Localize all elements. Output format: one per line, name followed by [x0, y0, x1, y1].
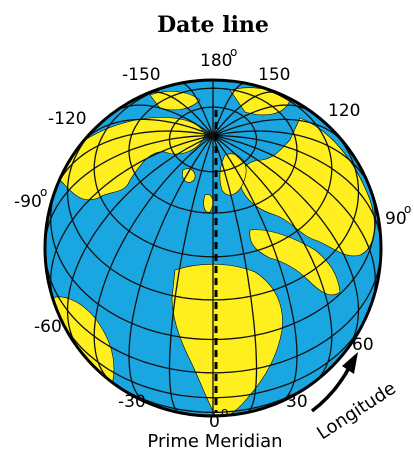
- graticule-line: [168, 106, 258, 173]
- graticule-line: [212, 134, 376, 307]
- graticule-line: [93, 135, 214, 383]
- label-30: 30: [286, 392, 308, 412]
- longitude-arrow-label: Longitude: [313, 378, 400, 444]
- graticule-line: [128, 135, 214, 403]
- graticule-line: [212, 135, 360, 352]
- graticule-line: [93, 80, 333, 258]
- graticule-line: [66, 135, 214, 352]
- graticule-line: [128, 87, 298, 214]
- uk: [203, 194, 214, 213]
- graticule-line: [212, 135, 333, 383]
- graticule-line: [56, 310, 370, 399]
- degree-mark-0: o: [221, 405, 228, 419]
- graticule-line: [212, 135, 258, 414]
- label-180: 180: [200, 51, 232, 71]
- degree-mark-180: o: [230, 45, 237, 59]
- label-neg120: -120: [48, 109, 87, 129]
- label-neg90: -90: [14, 192, 42, 212]
- label-neg60: -60: [34, 317, 62, 337]
- globe-outline: [43, 78, 383, 418]
- graticule-line: [111, 104, 214, 137]
- arctic-land: [149, 91, 201, 111]
- degree-mark-90: o: [404, 202, 411, 216]
- graticule-line: [168, 135, 214, 414]
- globe-icon: [43, 78, 383, 418]
- graticule: [45, 80, 381, 416]
- graticule-line: [53, 130, 214, 194]
- label-neg150: -150: [122, 65, 161, 85]
- graticule-line: [45, 247, 381, 374]
- label-120: 120: [328, 101, 360, 121]
- label-90: 90: [385, 209, 407, 229]
- label-60: 60: [352, 335, 374, 355]
- prime-meridian-caption: Prime Meridian: [147, 431, 282, 449]
- graticule-line: [50, 134, 214, 307]
- curved-arrow-icon: [310, 352, 358, 413]
- graticule-line: [212, 118, 347, 146]
- degree-mark-neg90: o: [40, 185, 47, 199]
- label-neg30: -30: [118, 392, 146, 412]
- graticule-line: [50, 181, 376, 341]
- iceland: [182, 168, 196, 183]
- graticule-line: [212, 130, 373, 194]
- label-150: 150: [258, 65, 290, 85]
- graticule-line: [66, 118, 360, 301]
- graticule-line: [212, 135, 298, 403]
- label-0: 0: [209, 412, 220, 432]
- diagram-title: Date line: [157, 12, 269, 38]
- graticule-line: [79, 118, 214, 146]
- graticule-line: [212, 104, 315, 137]
